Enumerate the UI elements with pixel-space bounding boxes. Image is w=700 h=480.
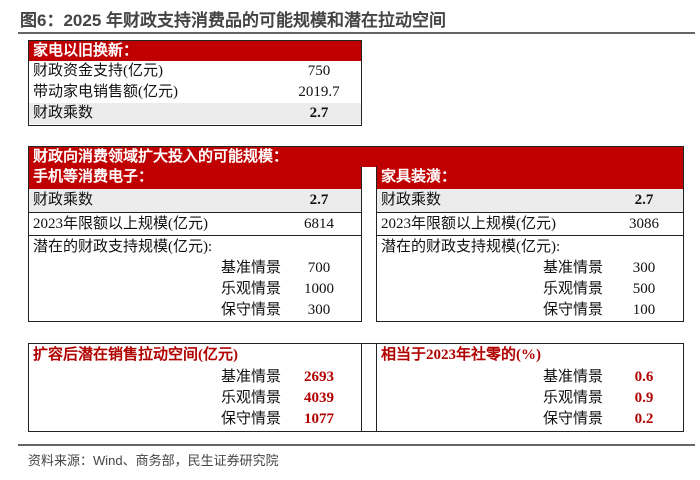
scenario-label: 基准情景: [220, 260, 281, 276]
pull-right-header: 相当于2023年社零的(%): [381, 347, 541, 363]
row-label: 潜在的财政支持规模(亿元):: [381, 239, 561, 255]
row-value: 2019.7: [298, 84, 340, 100]
scenario-value: 300: [632, 260, 656, 276]
scenario-value: 2693: [304, 369, 334, 385]
scenario-value: 700: [307, 260, 331, 276]
table-row: 财政乘数 2.7: [29, 189, 361, 212]
row-label: 财政资金支持(亿元): [33, 63, 163, 79]
appliance-table: 家电以旧换新： 财政资金支持(亿元) 750 带动家电销售额(亿元) 2019.7 …: [28, 40, 362, 126]
divider: [18, 32, 695, 34]
electronics-header: 手机等消费电子：: [29, 166, 361, 189]
scenario-label: 基准情景: [542, 369, 603, 385]
divider: [18, 444, 695, 446]
scenario-value: 4039: [304, 390, 334, 406]
table-row: 潜在的财政支持规模(亿元):: [29, 235, 361, 258]
table-row: 2023年限额以上规模(亿元) 3086: [377, 212, 683, 236]
table-row: 2023年限额以上规模(亿元) 6814: [29, 212, 361, 236]
scenario-label: 乐观情景: [220, 281, 281, 297]
scenario-value: 500: [632, 281, 656, 297]
table-row: 财政乘数 2.7: [377, 189, 683, 212]
scenario-label: 基准情景: [220, 369, 281, 385]
row-label: 2023年限额以上规模(亿元): [381, 216, 556, 232]
appliance-header: 家电以旧换新：: [29, 41, 361, 61]
row-label: 财政乘数: [33, 192, 94, 208]
scenario-value: 0.2: [634, 411, 654, 427]
row-value: 3086: [629, 216, 659, 232]
row-value: 6814: [304, 216, 334, 232]
scenario-label: 乐观情景: [542, 281, 603, 297]
expansion-header: 财政向消费领域扩大投入的可能规模：: [29, 147, 683, 167]
table-row: 带动家电销售额(亿元) 2019.7: [29, 82, 361, 103]
column-divider: [361, 344, 377, 431]
scenario-label: 基准情景: [542, 260, 603, 276]
row-label: 财政乘数: [33, 105, 94, 121]
scenario-label: 乐观情景: [542, 390, 603, 406]
source-note: 资料来源：Wind、商务部，民生证券研究院: [28, 453, 279, 468]
row-value: 750: [307, 63, 331, 79]
furniture-table: 家具装潢： 财政乘数 2.7 2023年限额以上规模(亿元) 3086 潜在的财政支…: [376, 166, 684, 322]
row-label: 潜在的财政支持规模(亿元):: [33, 239, 213, 255]
table-row: 潜在的财政支持规模(亿元):: [377, 235, 683, 258]
row-value: 2.7: [634, 192, 654, 208]
pull-left-header: 扩容后潜在销售拉动空间(亿元): [33, 347, 238, 363]
row-label: 2023年限额以上规模(亿元): [33, 216, 208, 232]
row-value: 2.7: [309, 192, 329, 208]
table-row: 财政乘数 2.7: [29, 103, 361, 124]
scenario-label: 保守情景: [542, 302, 603, 318]
scenario-value: 100: [632, 302, 656, 318]
electronics-table: 手机等消费电子： 财政乘数 2.7 2023年限额以上规模(亿元) 6814 潜在的…: [28, 166, 362, 322]
scenario-value: 1077: [304, 411, 334, 427]
scenario-label: 保守情景: [220, 411, 281, 427]
row-label: 带动家电销售额(亿元): [33, 84, 178, 100]
pull-table: 扩容后潜在销售拉动空间(亿元) 基准情景 2693 乐观情景 4039 保守情景 10…: [28, 343, 684, 432]
scenario-label: 保守情景: [220, 302, 281, 318]
scenario-value: 0.9: [634, 390, 654, 406]
scenario-label: 保守情景: [542, 411, 603, 427]
scenario-value: 0.6: [634, 369, 654, 385]
furniture-header: 家具装潢：: [377, 166, 683, 189]
expansion-table: 财政向消费领域扩大投入的可能规模：: [28, 146, 684, 167]
scenario-value: 1000: [304, 281, 334, 297]
scenario-label: 乐观情景: [220, 390, 281, 406]
figure-title: 图6：2025 年财政支持消费品的可能规模和潜在拉动空间: [20, 11, 446, 30]
scenario-value: 300: [307, 302, 331, 318]
table-row: 财政资金支持(亿元) 750: [29, 61, 361, 82]
row-label: 财政乘数: [381, 192, 442, 208]
row-value: 2.7: [309, 105, 329, 121]
